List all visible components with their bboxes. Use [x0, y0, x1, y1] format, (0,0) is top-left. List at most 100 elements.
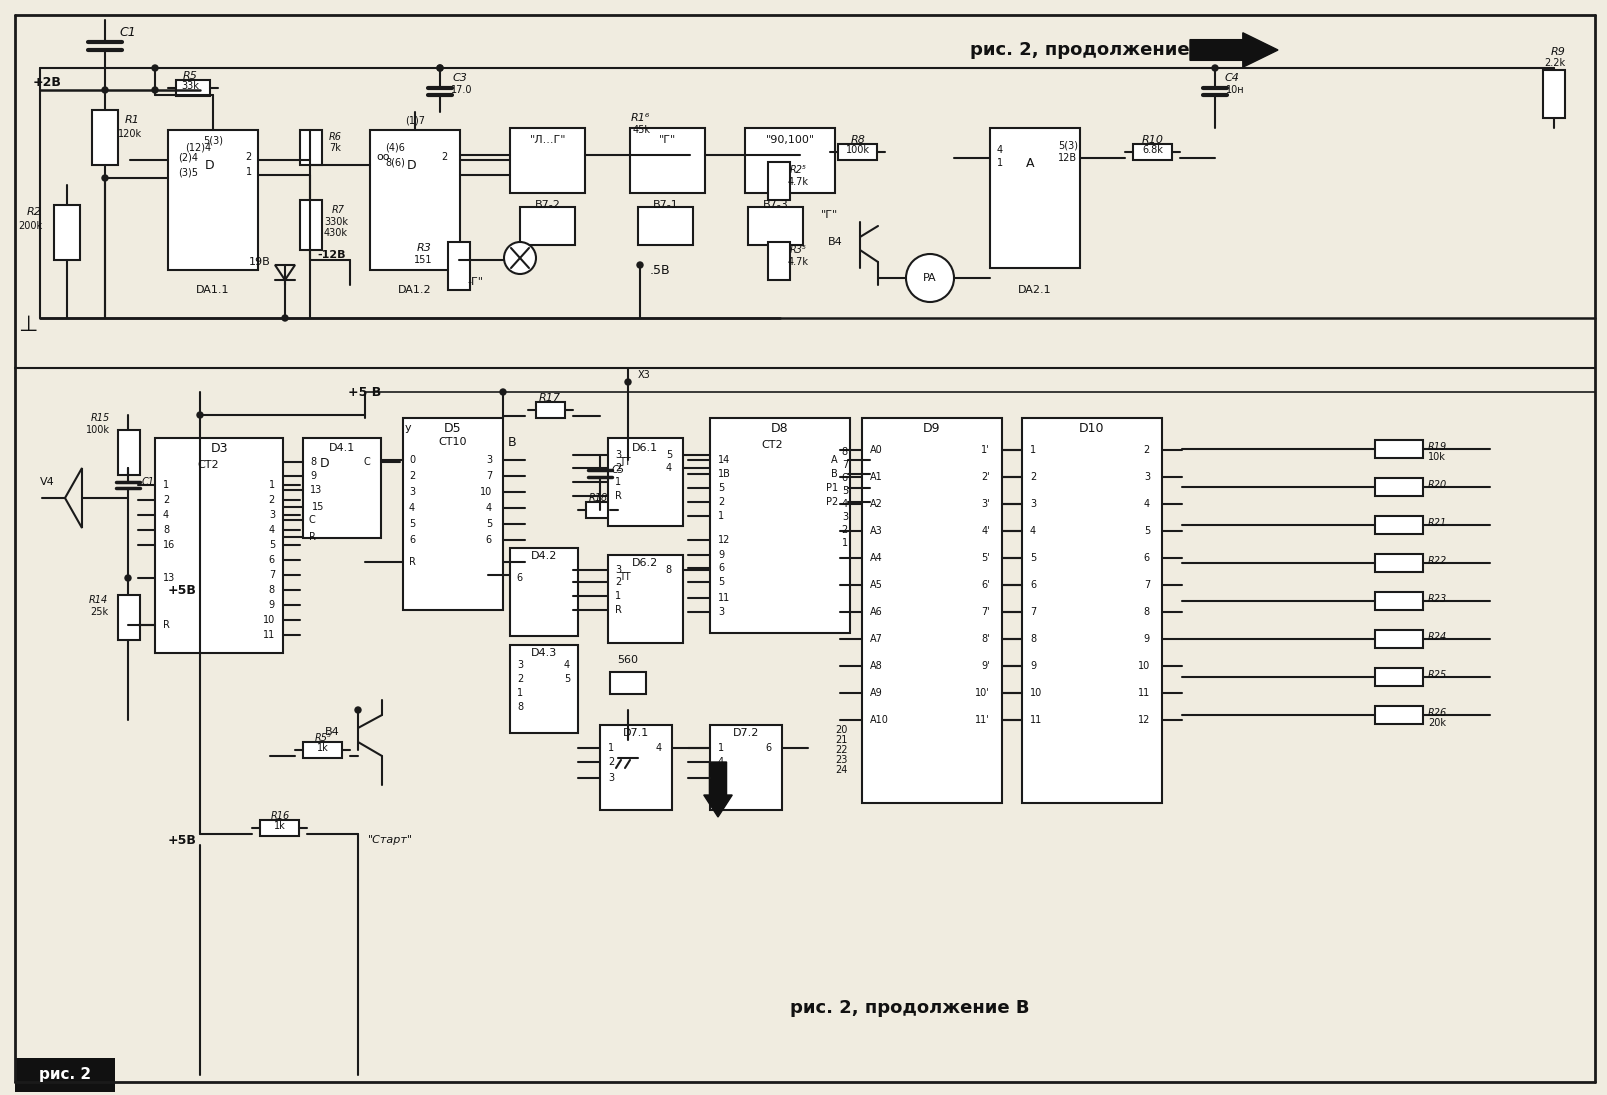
Bar [609, 672, 646, 694]
Text: 3: 3 [842, 512, 847, 522]
Text: (12)4: (12)4 [185, 142, 211, 152]
Bar [1022, 418, 1162, 803]
Bar [175, 80, 211, 96]
Text: R1⁶: R1⁶ [630, 113, 649, 123]
Text: 1: 1 [1030, 445, 1035, 456]
Text: 23: 23 [836, 754, 847, 765]
Bar [630, 128, 704, 193]
Text: 1: 1 [842, 538, 847, 548]
Text: C: C [309, 515, 315, 525]
Text: A10: A10 [869, 715, 889, 725]
Text: 25k: 25k [90, 607, 108, 616]
Text: 22: 22 [836, 745, 847, 754]
Circle shape [101, 87, 108, 93]
Bar [747, 207, 802, 245]
Text: "90,100": "90,100" [765, 135, 815, 145]
Text: 3: 3 [718, 607, 723, 616]
Text: R: R [408, 557, 415, 567]
Text: 1: 1 [614, 477, 620, 487]
Text: 1: 1 [614, 591, 620, 601]
Text: 3: 3 [517, 660, 522, 670]
Text: 5: 5 [718, 483, 723, 493]
Text: C1: C1 [119, 25, 137, 38]
Text: D3: D3 [211, 441, 228, 454]
Text: R3⁵: R3⁵ [789, 245, 807, 255]
Text: 13: 13 [162, 573, 175, 583]
Text: 5: 5 [665, 450, 672, 460]
Text: 9: 9 [1030, 661, 1035, 671]
Text: рис. 2: рис. 2 [39, 1068, 92, 1083]
Text: 3: 3 [1143, 472, 1149, 482]
Text: A5: A5 [869, 580, 882, 590]
Bar [837, 145, 876, 160]
Text: 6: 6 [718, 563, 723, 573]
Text: R10: R10 [1141, 135, 1163, 145]
Text: R9: R9 [1549, 47, 1565, 57]
Text: C5: C5 [611, 465, 624, 475]
Text: A0: A0 [869, 445, 882, 456]
Text: 3: 3 [614, 450, 620, 460]
Text: 9: 9 [310, 471, 317, 481]
Text: 20: 20 [836, 725, 847, 735]
Text: A3: A3 [869, 526, 882, 535]
Text: 10: 10 [479, 487, 492, 497]
Text: D9: D9 [922, 422, 940, 435]
Text: 8: 8 [665, 565, 672, 575]
Text: 14: 14 [718, 456, 730, 465]
Circle shape [636, 262, 643, 268]
Text: 11: 11 [1030, 715, 1041, 725]
Text: 9: 9 [268, 600, 275, 610]
Text: 21: 21 [836, 735, 847, 745]
Text: 2: 2 [607, 757, 614, 766]
Text: 2: 2 [517, 675, 522, 684]
Text: 430k: 430k [323, 228, 347, 238]
Bar [1543, 70, 1564, 118]
Text: 151: 151 [413, 255, 432, 265]
Text: 6: 6 [485, 535, 492, 545]
Bar [990, 128, 1080, 268]
Circle shape [281, 315, 288, 321]
Text: -12B: -12B [318, 250, 346, 260]
Text: A: A [1025, 157, 1033, 170]
Text: 11': 11' [974, 715, 990, 725]
Text: 1: 1 [607, 744, 614, 753]
Text: R14: R14 [88, 595, 108, 606]
Text: 7: 7 [1030, 607, 1035, 616]
Text: B7-2: B7-2 [535, 200, 561, 210]
Text: "Г": "Г" [659, 135, 677, 145]
Text: R19: R19 [1427, 442, 1446, 452]
Text: 7k: 7k [329, 143, 341, 153]
Text: 7: 7 [1143, 580, 1149, 590]
Text: C4: C4 [1225, 73, 1239, 83]
Text: 2: 2 [718, 497, 723, 507]
Circle shape [198, 412, 202, 418]
Text: CT2: CT2 [198, 460, 219, 470]
Circle shape [1212, 65, 1216, 71]
Text: DA2.1: DA2.1 [1017, 285, 1051, 295]
Text: 1: 1 [268, 480, 275, 489]
Text: 5(3): 5(3) [1057, 140, 1077, 150]
Text: +2B: +2B [32, 76, 61, 89]
Text: 2: 2 [614, 577, 620, 587]
Text: 4: 4 [842, 499, 847, 509]
Bar [260, 820, 299, 835]
Text: 5: 5 [718, 577, 723, 587]
Circle shape [125, 575, 130, 581]
Text: 4.7k: 4.7k [787, 177, 808, 187]
Text: 8: 8 [517, 702, 522, 712]
Text: A9: A9 [869, 688, 882, 698]
Text: 2: 2 [268, 495, 275, 505]
Bar [1374, 440, 1422, 458]
Text: 3: 3 [614, 565, 620, 575]
Text: 8: 8 [842, 447, 847, 457]
Text: 12: 12 [1136, 715, 1149, 725]
Bar [167, 130, 257, 270]
Text: "Г": "Г" [821, 210, 839, 220]
Text: (4)6: (4)6 [384, 142, 405, 152]
Text: 6: 6 [1143, 553, 1149, 563]
Bar [535, 402, 564, 418]
Text: +5B: +5B [167, 833, 196, 846]
Bar [585, 502, 609, 518]
Text: "Л...Г": "Л...Г" [529, 135, 566, 145]
Text: D4.3: D4.3 [530, 648, 556, 658]
